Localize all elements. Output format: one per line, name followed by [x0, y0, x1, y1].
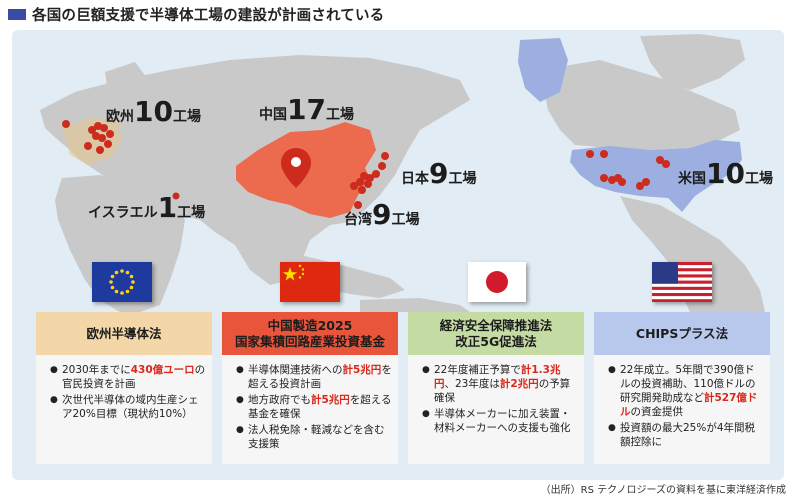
map-pin: [600, 174, 608, 182]
map-pin: [642, 178, 650, 186]
pin-group-japan-taiwan: [350, 152, 389, 209]
list-item: 22年成立。5年間で390億ドルの投資補助、110億ドルの研究開発助成など計52…: [608, 363, 764, 419]
usa-flag-canton: [652, 262, 678, 284]
label-china-count: 17: [287, 93, 326, 126]
label-japan-count: 9: [429, 157, 449, 190]
card-china: 中国製造2025 国家集積回路産業投資基金 半導体関連技術への計5兆円を超える投…: [222, 312, 398, 464]
card-japan-list: 22年度補正予算で計1.3兆円、23年度は計2兆円の予算確保 半導体メーカーに加…: [408, 355, 584, 435]
label-japan-unit: 工場: [448, 171, 477, 187]
source-note: （出所）RS テクノロジーズの資料を基に東洋経済作成: [540, 485, 786, 496]
card-usa-header: CHIPSプラス法: [594, 312, 770, 355]
israel-map-pin: [172, 192, 180, 200]
map-pin: [88, 126, 96, 134]
title-text: 各国の巨額支援で半導体工場の建設が計画されている: [32, 7, 385, 24]
label-china-unit: 工場: [325, 107, 354, 123]
label-europe-region: 欧州: [106, 109, 134, 125]
label-china-region: 中国: [259, 107, 287, 123]
card-japan: 経済安全保障推進法 改正5G促進法 22年度補正予算で計1.3兆円、23年度は計…: [408, 312, 584, 464]
card-europe-header: 欧州半導体法: [36, 312, 212, 355]
label-taiwan-region: 台湾: [344, 212, 372, 228]
map-pin: [381, 152, 389, 160]
list-item: 半導体関連技術への計5兆円を超える投資計画: [236, 363, 392, 391]
map-pin: [84, 142, 92, 150]
usa-flag-stripes: [652, 262, 712, 302]
label-israel-region: イスラエル: [88, 205, 158, 221]
card-japan-title-2: 改正5G促進法: [455, 333, 537, 349]
card-china-title-1: 中国製造2025: [267, 317, 353, 333]
card-china-header: 中国製造2025 国家集積回路産業投資基金: [222, 312, 398, 355]
map-pin: [100, 124, 108, 132]
map-pin: [350, 182, 358, 190]
list-item: 投資額の最大25%が4年間税額控除に: [608, 421, 764, 449]
card-europe: 欧州半導体法 2030年までに430億ユーロの官民投資を計画 次世代半導体の域内…: [36, 312, 212, 464]
map-pin: [364, 180, 372, 188]
map-pin: [618, 178, 626, 186]
card-europe-list: 2030年までに430億ユーロの官民投資を計画 次世代半導体の域内生産シェア20…: [36, 355, 212, 421]
label-israel-unit: 工場: [177, 205, 206, 221]
card-usa: CHIPSプラス法 22年成立。5年間で390億ドルの投資補助、110億ドルの研…: [594, 312, 770, 464]
label-europe-count: 10: [134, 95, 173, 128]
label-usa: 米国10工場: [678, 160, 773, 188]
label-taiwan-unit: 工場: [391, 212, 420, 228]
card-usa-title: CHIPSプラス法: [635, 325, 729, 341]
label-usa-unit: 工場: [744, 171, 773, 187]
japan-flag: [468, 262, 526, 302]
map-pin: [62, 120, 70, 128]
eu-flag: [92, 262, 152, 302]
page-title: 各国の巨額支援で半導体工場の建設が計画されている: [8, 3, 384, 25]
pin-group-europe: [62, 120, 114, 154]
map-pin: [356, 178, 364, 186]
map-pin: [378, 162, 386, 170]
title-marker: [8, 8, 26, 20]
map-pin: [600, 150, 608, 158]
card-usa-list: 22年成立。5年間で390億ドルの投資補助、110億ドルの研究開発助成など計52…: [594, 355, 770, 449]
map-pin: [662, 160, 670, 168]
map-pin: [354, 201, 362, 209]
map-pin: [372, 170, 380, 178]
label-taiwan-count: 9: [372, 198, 392, 231]
card-europe-title: 欧州半導体法: [86, 325, 162, 341]
china-flag-big-star: [282, 267, 298, 281]
pin-group-usa: [586, 150, 670, 190]
list-item: 地方政府でも計5兆円を超える基金を確保: [236, 393, 392, 421]
label-china: 中国17工場: [259, 96, 354, 124]
alaska-shape: [518, 38, 568, 102]
map-pin: [96, 146, 104, 154]
usa-shape: [570, 140, 742, 212]
label-usa-region: 米国: [678, 171, 706, 187]
list-item: 次世代半導体の域内生産シェア20%目標（現状約10%）: [50, 393, 206, 421]
label-europe: 欧州10工場: [106, 98, 201, 126]
usa-flag: [652, 262, 712, 302]
label-japan: 日本9工場: [401, 160, 476, 188]
card-japan-header: 経済安全保障推進法 改正5G促進法: [408, 312, 584, 355]
label-europe-unit: 工場: [172, 109, 201, 125]
factory-pins: [62, 120, 670, 209]
card-china-list: 半導体関連技術への計5兆円を超える投資計画 地方政府でも計5兆円を超える基金を確…: [222, 355, 398, 451]
card-china-title-2: 国家集積回路産業投資基金: [234, 333, 385, 349]
card-japan-title-1: 経済安全保障推進法: [439, 317, 553, 333]
list-item: 法人税免除・軽減などを含む支援策: [236, 423, 392, 451]
list-item: 22年度補正予算で計1.3兆円、23年度は計2兆円の予算確保: [422, 363, 578, 405]
map-pin: [104, 140, 112, 148]
map-pin: [586, 150, 594, 158]
label-japan-region: 日本: [401, 171, 429, 187]
map-pin: [98, 134, 106, 142]
map-pin: [636, 182, 644, 190]
map-pin: [358, 186, 366, 194]
china-map-pin: [281, 148, 311, 188]
list-item: 2030年までに430億ユーロの官民投資を計画: [50, 363, 206, 391]
label-israel: イスラエル1工場: [88, 194, 205, 222]
label-taiwan: 台湾9工場: [344, 201, 419, 229]
map-pin: [106, 130, 114, 138]
map-pin: [360, 172, 368, 180]
china-flag: [280, 262, 340, 302]
list-item: 半導体メーカーに加え装置・材料メーカーへの支援も強化: [422, 407, 578, 435]
map-pin: [656, 156, 664, 164]
eu-flag-stars: [109, 269, 135, 295]
label-israel-count: 1: [157, 191, 178, 224]
label-usa-count: 10: [706, 157, 745, 190]
